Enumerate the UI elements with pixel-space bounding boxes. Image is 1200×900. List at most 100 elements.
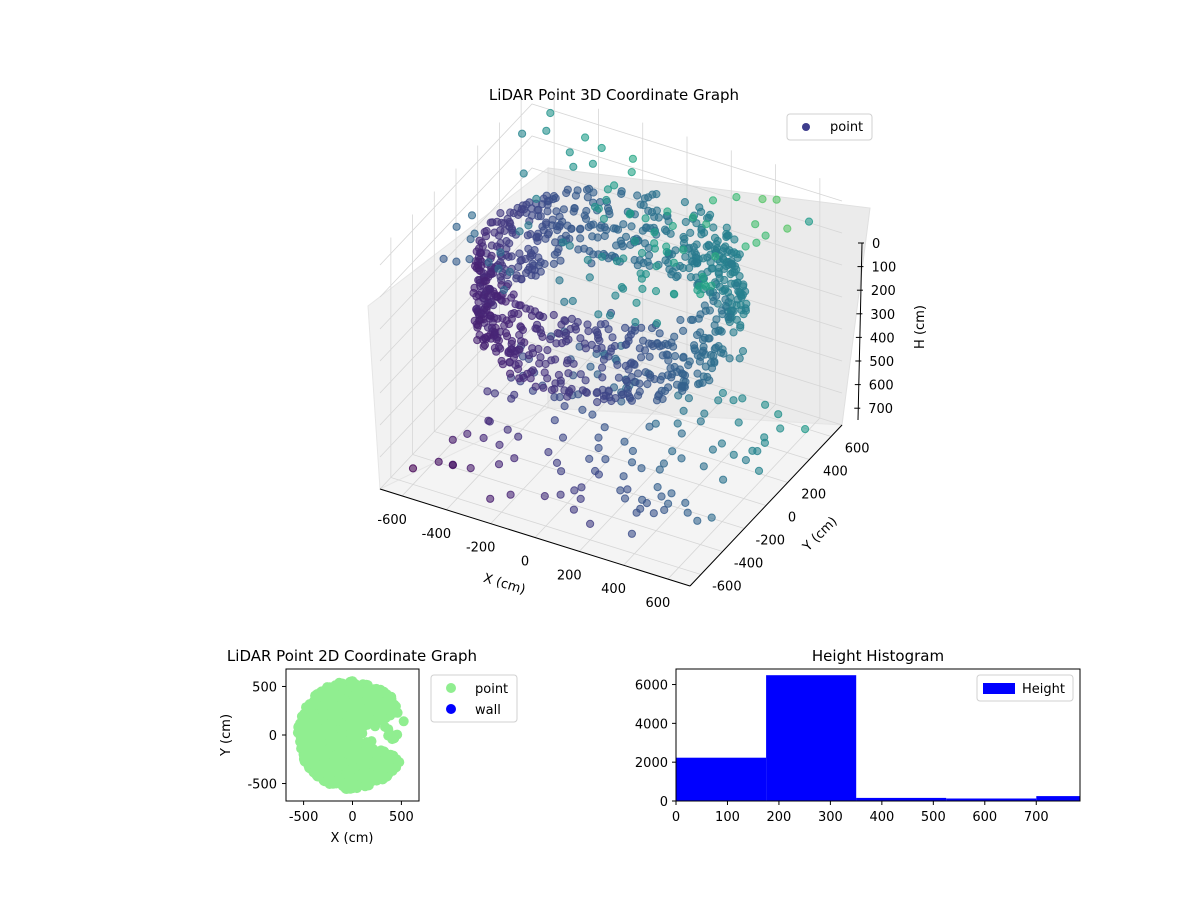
- point-3d: [583, 255, 592, 265]
- point-3d: [566, 324, 575, 334]
- point-3d: [612, 257, 622, 266]
- point-3d: [524, 221, 533, 230]
- y-tick-label-2d: 500: [252, 680, 277, 695]
- z-tick-label-3d: 0: [872, 237, 880, 252]
- point-2d: [345, 764, 356, 775]
- point-3d: [741, 456, 751, 465]
- point-3d: [687, 315, 696, 324]
- point-3d: [738, 347, 748, 356]
- point-3d: [518, 129, 527, 138]
- point-3d: [723, 247, 732, 256]
- point-2d: [354, 696, 365, 707]
- point-3d: [690, 248, 699, 257]
- point-2d: [334, 677, 345, 688]
- point-3d: [556, 256, 565, 265]
- point-2d: [321, 684, 332, 695]
- point-3d: [585, 273, 594, 282]
- point-3d: [632, 298, 641, 307]
- point-3d: [576, 370, 585, 379]
- point-3d: [552, 339, 561, 348]
- point-3d: [495, 440, 504, 449]
- point-3d: [717, 306, 726, 315]
- x-tick-label-3d: 0: [521, 555, 529, 570]
- point-3d: [761, 400, 770, 409]
- point-3d: [776, 424, 785, 433]
- point-3d: [492, 347, 501, 356]
- point-3d: [581, 133, 590, 142]
- point-3d: [583, 320, 592, 329]
- point-3d: [601, 455, 610, 464]
- ticks-3d: -600-400-2000200400600-600-400-200020040…: [377, 237, 896, 611]
- point-3d: [632, 508, 641, 517]
- point-3d: [657, 492, 666, 501]
- point-3d: [512, 274, 521, 283]
- point-2d: [336, 724, 347, 735]
- point-3d: [660, 225, 670, 234]
- point-3d: [510, 454, 519, 463]
- point-3d: [528, 344, 537, 353]
- legend-histogram-label: Height: [1022, 682, 1065, 697]
- point-3d: [683, 508, 692, 517]
- point-2d: [324, 779, 335, 789]
- point-3d: [662, 247, 671, 257]
- point-2d: [332, 750, 343, 760]
- point-3d: [668, 221, 677, 231]
- point-3d: [758, 195, 767, 204]
- point-3d: [693, 330, 702, 340]
- point-3d: [693, 369, 702, 378]
- point-3d: [681, 217, 690, 227]
- histogram-bar: [856, 797, 947, 801]
- point-3d: [650, 244, 660, 253]
- point-3d: [638, 226, 647, 235]
- point-3d: [647, 324, 657, 333]
- point-2d: [312, 692, 323, 703]
- y-tick-label-hist: 4000: [635, 717, 668, 732]
- point-2d: [386, 762, 397, 773]
- point-3d: [645, 422, 654, 431]
- point-3d: [473, 308, 482, 317]
- point-3d: [548, 215, 557, 224]
- legend-histogram: Height: [976, 674, 1074, 702]
- point-3d: [633, 191, 642, 200]
- point-3d: [558, 238, 568, 247]
- point-3d: [624, 333, 633, 342]
- point-2d: [363, 772, 374, 783]
- point-3d: [571, 191, 581, 200]
- point-3d: [559, 205, 569, 214]
- point-3d: [514, 309, 523, 319]
- point-3d: [644, 206, 653, 215]
- x-tick-label-2d: -500: [289, 810, 319, 825]
- point-3d: [610, 181, 619, 190]
- point-3d: [565, 148, 574, 157]
- point-3d: [739, 280, 748, 289]
- x-tick-label-hist: 200: [767, 810, 792, 825]
- ticks-2d: -500 0 500 -500 0 500: [247, 680, 413, 825]
- point-3d: [611, 291, 620, 300]
- point-3d: [637, 248, 647, 258]
- point-3d: [555, 276, 564, 285]
- point-3d: [584, 327, 593, 336]
- point-3d: [494, 460, 504, 469]
- point-3d: [741, 287, 750, 296]
- point-3d: [594, 443, 603, 453]
- point-3d: [741, 242, 750, 251]
- point-3d: [696, 417, 705, 426]
- point-3d: [714, 268, 723, 277]
- point-3d: [466, 464, 475, 473]
- point-3d: [527, 311, 537, 320]
- point-3d: [673, 419, 682, 428]
- point-3d: [592, 389, 601, 398]
- point-3d: [679, 245, 688, 254]
- point-3d: [699, 462, 708, 471]
- histogram-bar: [676, 757, 767, 801]
- point-3d: [627, 168, 636, 177]
- point-3d: [533, 236, 542, 246]
- point-3d: [668, 447, 677, 456]
- point-3d: [506, 369, 515, 378]
- point-3d: [684, 394, 694, 403]
- point-3d: [772, 195, 781, 204]
- point-3d: [569, 162, 578, 171]
- x-tick-label-2d: 500: [389, 810, 414, 825]
- point-3d: [448, 460, 457, 469]
